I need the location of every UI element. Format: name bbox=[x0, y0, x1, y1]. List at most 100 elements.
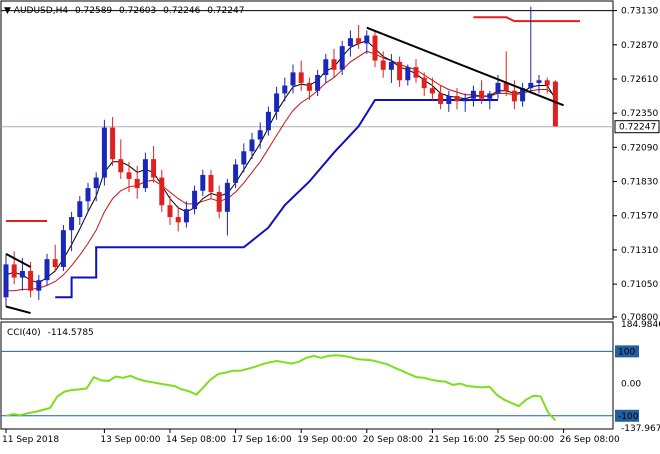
candle-body bbox=[44, 259, 50, 281]
candle-body bbox=[298, 72, 304, 83]
candle-body bbox=[77, 201, 83, 218]
candle-body bbox=[446, 96, 452, 104]
price-tick-label: 0.72350 bbox=[621, 109, 658, 119]
candle-body bbox=[347, 38, 353, 47]
candle-body bbox=[110, 127, 116, 160]
candle-body bbox=[438, 93, 444, 104]
candle-body bbox=[85, 188, 91, 202]
candle-body bbox=[380, 60, 386, 70]
time-tick-label: 13 Sep 00:00 bbox=[100, 435, 160, 445]
price-tick-label: 0.72610 bbox=[621, 75, 658, 85]
candle-body bbox=[364, 35, 370, 44]
stop-line-2 bbox=[473, 16, 580, 23]
candle-body bbox=[101, 127, 107, 178]
header-arrow-icon: ▼ bbox=[4, 6, 11, 16]
candle-body bbox=[388, 61, 394, 70]
close-value: 0.72247 bbox=[207, 6, 244, 16]
candle-body bbox=[454, 96, 460, 102]
candle-body bbox=[356, 38, 362, 44]
candle-body bbox=[331, 59, 337, 70]
candle-body bbox=[216, 192, 222, 212]
candle-body bbox=[142, 159, 148, 189]
trend-line-1[interactable] bbox=[5, 305, 31, 315]
time-tick-label: 25 Sep 00:00 bbox=[494, 435, 554, 445]
price-tick-label: 0.72090 bbox=[621, 143, 658, 153]
candle-body bbox=[60, 230, 66, 268]
candle-body bbox=[487, 93, 493, 99]
cci-tick-label: 0.00 bbox=[621, 380, 641, 390]
symbol-label: AUDUSD,H4 bbox=[14, 6, 69, 16]
ma-slow-line bbox=[6, 50, 556, 292]
candle-body bbox=[167, 205, 173, 218]
cci-tick-label: -137.9679 bbox=[621, 424, 660, 434]
candle-body bbox=[3, 264, 9, 298]
candle-body bbox=[183, 209, 189, 223]
candle-body bbox=[495, 82, 501, 94]
candle-body bbox=[224, 182, 230, 212]
candle-body bbox=[511, 90, 517, 102]
candle-body bbox=[175, 217, 181, 223]
candle-body bbox=[241, 151, 247, 165]
candle-body bbox=[274, 93, 280, 112]
candle-body bbox=[315, 75, 321, 91]
candle-body bbox=[282, 85, 288, 94]
price-tick-label: 0.71570 bbox=[621, 212, 658, 222]
high-value: 0.72603 bbox=[119, 6, 156, 16]
candle-body bbox=[36, 280, 42, 291]
cci-level-label: -100 bbox=[618, 412, 639, 422]
candle-body bbox=[503, 82, 509, 91]
candle-body bbox=[134, 178, 140, 189]
candle-body bbox=[52, 259, 58, 268]
candle-body bbox=[405, 67, 411, 81]
candle-body bbox=[93, 177, 99, 189]
cci-value: -114.5785 bbox=[48, 328, 94, 338]
time-tick-label: 26 Sep 08:00 bbox=[560, 435, 620, 445]
candle-body bbox=[372, 35, 378, 61]
cci-label: CCI(40) bbox=[7, 328, 41, 338]
cci-line bbox=[5, 354, 557, 422]
current-price-box bbox=[614, 120, 660, 134]
candle-body bbox=[290, 72, 296, 86]
candle-body bbox=[159, 177, 165, 206]
candle-body bbox=[462, 98, 468, 102]
candle-body bbox=[536, 80, 542, 83]
candle-body bbox=[19, 270, 25, 278]
price-tick-label: 0.73130 bbox=[621, 7, 658, 17]
candle-body bbox=[306, 82, 312, 91]
current-price-label: 0.72247 bbox=[619, 123, 656, 133]
candle-body bbox=[528, 82, 534, 89]
candle-body bbox=[11, 264, 17, 278]
cci-pane bbox=[0, 321, 614, 430]
cci-tick-label: 184.9846 bbox=[621, 320, 660, 330]
candle-body bbox=[265, 111, 271, 131]
ma-fast-line bbox=[5, 40, 556, 284]
time-tick-label: 20 Sep 08:00 bbox=[363, 435, 423, 445]
candle-body bbox=[200, 174, 206, 191]
open-value: 0.72589 bbox=[75, 6, 112, 16]
cci-header: CCI(40) -114.5785 bbox=[7, 328, 94, 338]
candle-body bbox=[520, 88, 526, 102]
price-tick-label: 0.71050 bbox=[621, 280, 658, 290]
time-tick-label: 17 Sep 16:00 bbox=[232, 435, 292, 445]
trend-line-0[interactable] bbox=[5, 252, 32, 268]
candle-body bbox=[118, 159, 124, 173]
candle-body bbox=[208, 174, 214, 193]
trend-line-2[interactable] bbox=[366, 26, 564, 107]
candle-body bbox=[397, 61, 403, 81]
cci-level-label: 100 bbox=[618, 347, 635, 357]
candle-body bbox=[479, 90, 485, 99]
price-tick-label: 0.71310 bbox=[621, 246, 658, 256]
candle-body bbox=[151, 159, 157, 178]
candle-body bbox=[233, 164, 239, 183]
candle-body bbox=[470, 90, 476, 99]
time-tick-label: 19 Sep 00:00 bbox=[297, 435, 357, 445]
candle-body bbox=[429, 88, 435, 94]
candle-body bbox=[192, 190, 198, 210]
cci-level-box bbox=[615, 345, 639, 358]
candle-body bbox=[544, 80, 550, 86]
price-tick-label: 0.70800 bbox=[621, 313, 658, 323]
time-tick-label: 11 Sep 2018 bbox=[2, 435, 59, 445]
stop-line-1 bbox=[55, 99, 498, 299]
